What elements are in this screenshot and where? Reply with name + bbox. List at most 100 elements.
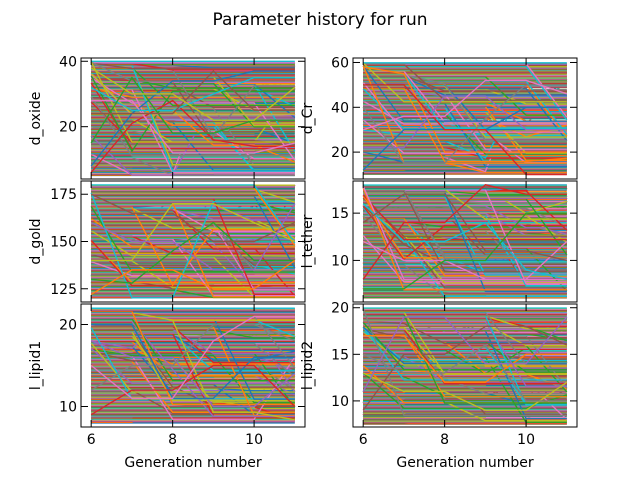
series-line-highlight [90, 203, 296, 271]
y-tick-label: 15 [331, 347, 349, 363]
y-tick-label: 10 [331, 253, 349, 269]
y-axis-label: l_lipid1 [28, 341, 44, 390]
series-line [362, 62, 567, 103]
series-line-highlight [362, 240, 568, 281]
series-lines [90, 60, 296, 177]
series-line-highlight [90, 364, 296, 416]
y-tick-label: 10 [331, 394, 349, 410]
x-tick-label: 8 [440, 432, 449, 448]
series-line-highlight [362, 344, 567, 402]
series-line-highlight [90, 67, 296, 121]
series-line-highlight [90, 340, 296, 408]
series-line-highlight [362, 372, 568, 411]
y-tick-label: 125 [50, 282, 77, 298]
series-line-highlight [91, 202, 296, 262]
series-line-highlight [90, 76, 295, 112]
y-tick-label: 60 [331, 55, 349, 71]
panels: 20 40 d_oxide 20 40 60 d_Cr 125 150 175 d_gold 10 15… [28, 54, 578, 471]
panel-d-gold: 125 150 175 d_gold [28, 180, 306, 303]
series-lines [362, 184, 568, 299]
y-tick-label: 175 [50, 187, 77, 203]
y-tick-label: 150 [50, 235, 77, 251]
series-line [91, 78, 295, 89]
series-line [90, 239, 295, 287]
series-line [362, 204, 567, 266]
series-line [362, 65, 567, 164]
series-line [91, 82, 295, 128]
series-line-highlight [363, 95, 567, 149]
series-line-highlight [91, 323, 295, 399]
series-line-highlight [362, 184, 567, 280]
panel-l-lipid1: 10 20 6 8 10 l_lipid1 Generation number [28, 303, 306, 471]
y-tick-label: 10 [59, 400, 77, 416]
y-tick-label: 15 [331, 206, 349, 222]
x-axis-label: Generation number [124, 455, 261, 471]
y-tick-label: 20 [59, 120, 77, 136]
series-line [90, 61, 295, 143]
series-line-highlight [363, 212, 567, 290]
series-line-highlight [363, 84, 567, 176]
series-line-highlight [90, 323, 296, 391]
y-axis-label: l_tether [300, 214, 316, 268]
axes-frame [352, 57, 578, 180]
series-line [362, 88, 567, 130]
series-line [362, 100, 567, 125]
series-line [90, 217, 295, 248]
x-tick-label: 6 [87, 432, 96, 448]
series-line-highlight [90, 99, 295, 173]
y-axis-label: d_gold [28, 218, 44, 264]
series-line [362, 321, 567, 371]
series-line [362, 205, 567, 261]
series-line [363, 65, 568, 121]
series-line [362, 187, 567, 291]
series-line [90, 75, 295, 153]
series-line-highlight [91, 221, 295, 284]
y-tick-label: 20 [331, 301, 349, 317]
series-lines [362, 307, 568, 425]
x-axis-label: Generation number [396, 455, 533, 471]
series-line-highlight [363, 66, 567, 153]
series-line-highlight [91, 99, 295, 154]
series-line [363, 205, 567, 229]
series-lines [90, 307, 296, 424]
series-line [91, 184, 296, 244]
series-line [362, 326, 567, 381]
y-tick-label: 40 [59, 54, 77, 70]
y-axis-label: d_oxide [28, 92, 44, 146]
series-line [90, 96, 295, 157]
axes-frame [352, 303, 578, 428]
series-line [362, 308, 567, 417]
series-line-highlight [91, 70, 295, 115]
series-line [91, 62, 295, 70]
y-tick-label: 20 [59, 318, 77, 334]
series-line-highlight [90, 259, 296, 296]
series-line-highlight [362, 193, 567, 262]
x-tick-label: 10 [245, 432, 263, 448]
series-line [90, 192, 295, 299]
series-line-highlight [90, 76, 295, 144]
series-line [91, 206, 295, 287]
series-line [363, 320, 567, 345]
y-tick-label: 20 [331, 145, 349, 161]
y-axis-label: d_Cr [300, 103, 316, 135]
series-line-highlight [363, 334, 567, 383]
x-tick-label: 8 [168, 432, 177, 448]
series-line [363, 320, 567, 387]
series-line [362, 326, 567, 365]
series-line [363, 328, 567, 339]
series-line-highlight [90, 315, 295, 399]
x-tick-label: 6 [359, 432, 368, 448]
panel-l-tether: 10 15 l_tether [300, 180, 578, 303]
panel-d-oxide: 20 40 d_oxide [28, 54, 306, 180]
series-line-highlight [362, 84, 567, 165]
series-line-highlight [362, 203, 567, 280]
y-tick-label: 40 [331, 100, 349, 116]
chart-title: Parameter history for run [212, 10, 427, 30]
series-line-highlight [362, 79, 568, 131]
axes-frame [352, 180, 578, 303]
series-line [362, 81, 567, 133]
panel-d-Cr: 20 40 60 d_Cr [300, 55, 578, 180]
series-line [362, 330, 567, 362]
series-line-highlight [362, 316, 568, 392]
